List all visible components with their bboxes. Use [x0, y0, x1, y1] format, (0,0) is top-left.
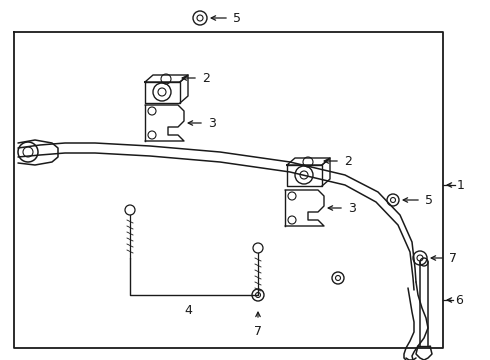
Text: 7: 7	[449, 252, 457, 265]
Text: 3: 3	[208, 117, 216, 130]
Text: 2: 2	[202, 72, 210, 85]
Text: 5: 5	[425, 194, 433, 207]
Text: 5: 5	[233, 12, 241, 24]
Text: 7: 7	[254, 325, 262, 338]
Text: 2: 2	[344, 154, 352, 167]
Text: 4: 4	[184, 303, 192, 316]
Text: 1: 1	[457, 179, 465, 192]
Text: 6: 6	[455, 293, 463, 306]
Text: 3: 3	[348, 202, 356, 215]
